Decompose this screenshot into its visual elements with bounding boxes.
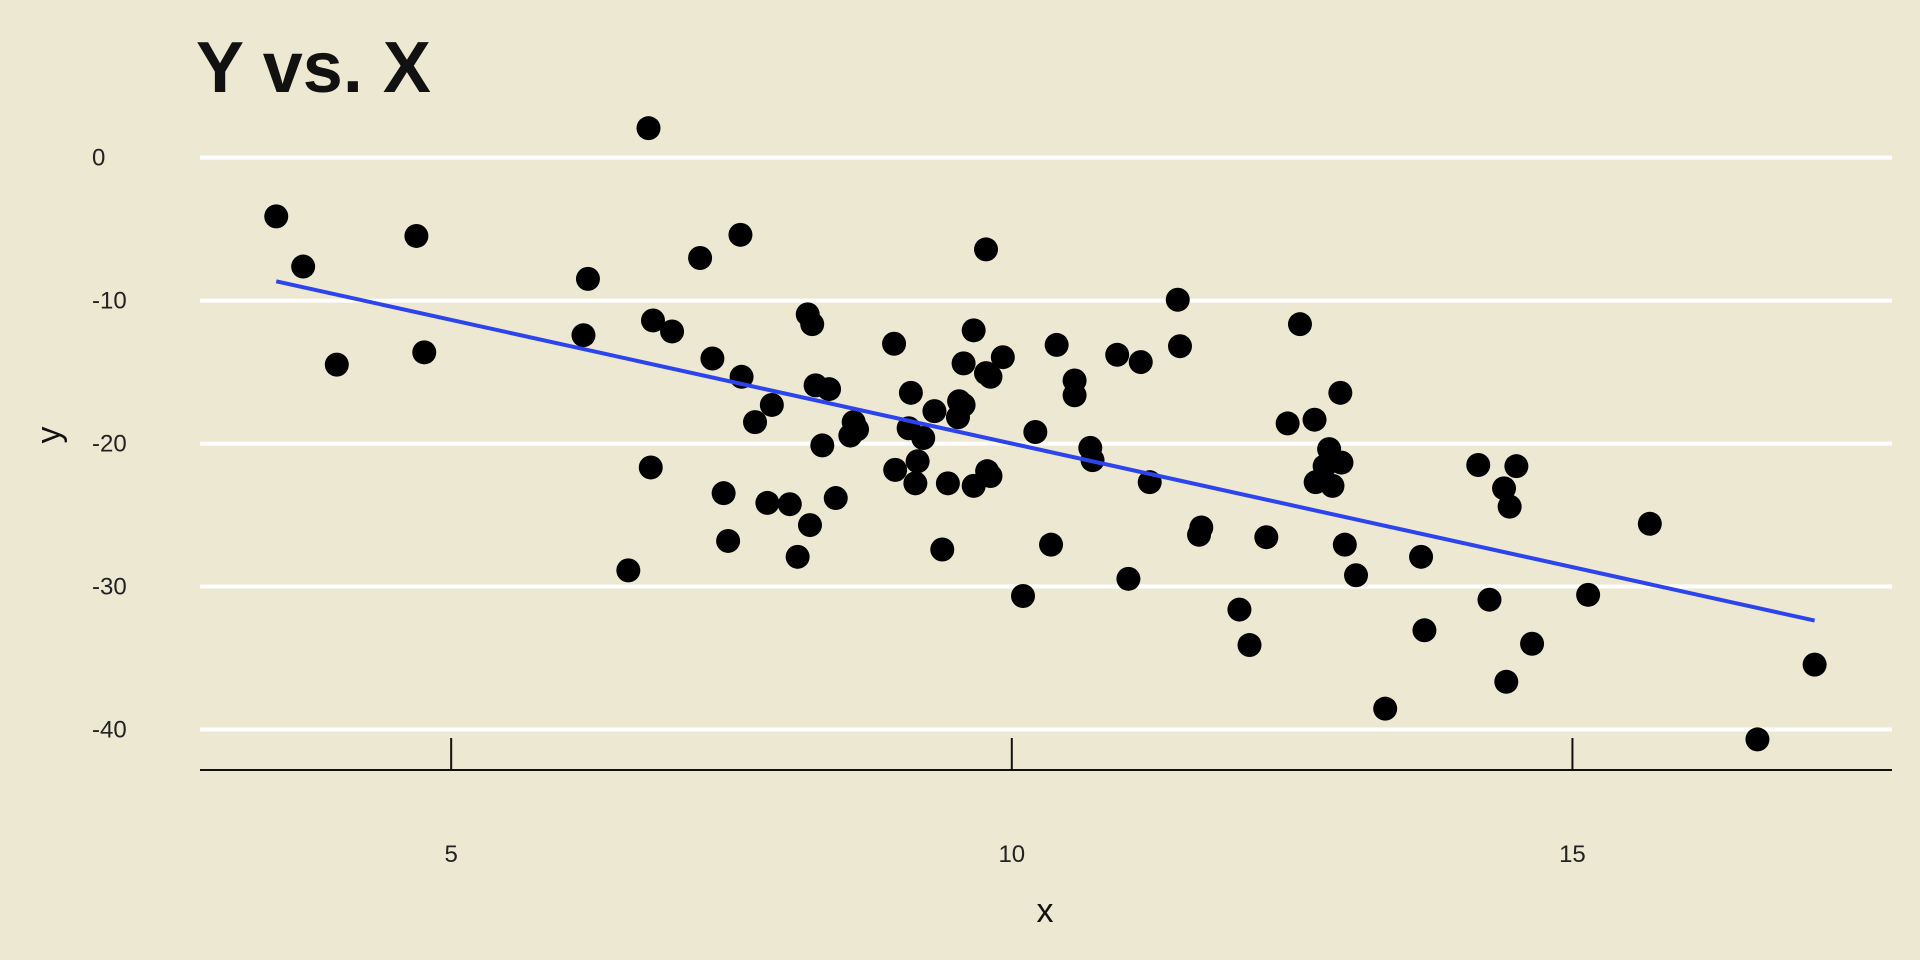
- x-tick-label: 5: [444, 841, 457, 868]
- point: [1637, 511, 1662, 536]
- point: [1039, 532, 1064, 557]
- point: [1466, 453, 1491, 478]
- point: [1023, 419, 1048, 444]
- point: [1275, 411, 1300, 436]
- point: [1332, 532, 1357, 557]
- point: [905, 449, 930, 474]
- point: [638, 455, 663, 480]
- point: [823, 486, 848, 511]
- point: [1745, 727, 1770, 752]
- x-axis-label: x: [1037, 892, 1054, 930]
- point: [688, 245, 713, 270]
- point: [978, 364, 1003, 389]
- point: [883, 457, 908, 482]
- point: [1237, 633, 1262, 658]
- point: [961, 318, 986, 343]
- point: [616, 558, 641, 583]
- point: [990, 345, 1015, 370]
- point: [1494, 669, 1519, 694]
- point: [1167, 334, 1192, 359]
- point: [1011, 583, 1036, 608]
- point: [845, 417, 870, 442]
- point: [1254, 525, 1279, 550]
- point: [882, 331, 907, 356]
- trend-line: [275, 279, 1816, 623]
- point: [922, 399, 947, 424]
- point: [1329, 450, 1354, 475]
- point: [575, 266, 600, 291]
- point: [817, 377, 842, 402]
- point: [903, 471, 928, 496]
- point: [1504, 454, 1529, 479]
- point: [324, 352, 349, 377]
- y-tick-label: -10: [92, 288, 127, 315]
- point: [264, 204, 289, 229]
- point: [640, 308, 665, 333]
- point: [1576, 582, 1601, 607]
- point: [700, 346, 725, 371]
- x-tick-label: 15: [1559, 841, 1586, 868]
- point: [1189, 515, 1214, 540]
- y-tick-label: -30: [92, 574, 127, 601]
- point: [951, 351, 976, 376]
- point: [404, 223, 429, 248]
- point: [1477, 587, 1502, 612]
- point: [1497, 494, 1522, 519]
- point: [571, 323, 596, 348]
- point: [1492, 476, 1517, 501]
- point: [777, 492, 802, 517]
- point: [974, 237, 999, 262]
- point: [1409, 544, 1434, 569]
- point: [1302, 407, 1327, 432]
- point: [1412, 618, 1437, 643]
- point: [1320, 473, 1345, 498]
- point: [412, 340, 437, 365]
- point: [660, 319, 685, 344]
- point: [785, 544, 810, 569]
- point: [1128, 350, 1153, 375]
- point: [1328, 380, 1353, 405]
- point: [930, 537, 955, 562]
- y-axis-label: y: [30, 427, 68, 444]
- point: [911, 425, 936, 450]
- point: [716, 528, 741, 553]
- chart-title: Y vs. X: [196, 28, 431, 108]
- point: [1062, 383, 1087, 408]
- point: [1105, 342, 1130, 367]
- point: [1344, 563, 1369, 588]
- point: [1165, 287, 1190, 312]
- point: [1044, 332, 1069, 357]
- point: [743, 410, 768, 435]
- point: [797, 513, 822, 538]
- point: [1373, 696, 1398, 721]
- point: [728, 222, 753, 247]
- x-tick-label: 10: [998, 841, 1025, 868]
- point: [800, 312, 825, 337]
- point: [810, 433, 835, 458]
- y-tick-label: -20: [92, 431, 127, 458]
- point: [636, 116, 661, 141]
- point: [1287, 312, 1312, 337]
- y-tick-label: -40: [92, 717, 127, 744]
- point: [1116, 566, 1141, 591]
- point: [759, 392, 784, 417]
- point: [1802, 652, 1827, 677]
- y-tick-label: 0: [92, 145, 105, 172]
- point: [291, 254, 316, 279]
- point: [978, 464, 1003, 489]
- point: [711, 481, 736, 506]
- point: [1520, 631, 1545, 656]
- point: [1227, 597, 1252, 622]
- point: [755, 490, 780, 515]
- point: [898, 380, 923, 405]
- point: [935, 471, 960, 496]
- point: [951, 392, 976, 417]
